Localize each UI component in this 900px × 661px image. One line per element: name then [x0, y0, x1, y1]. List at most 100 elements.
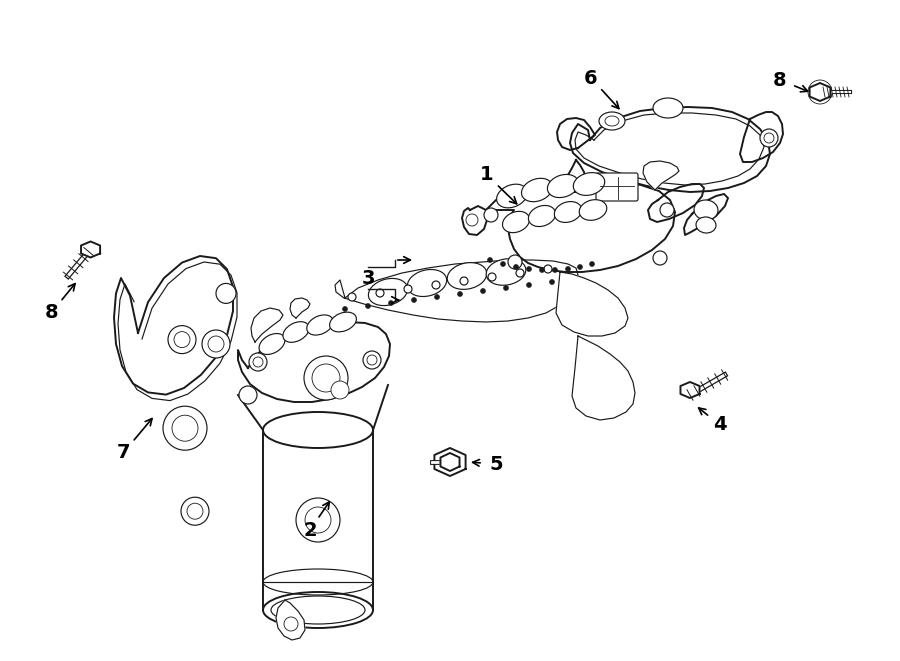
Text: 4: 4: [713, 416, 727, 434]
Circle shape: [367, 355, 377, 365]
Polygon shape: [740, 112, 783, 162]
Circle shape: [466, 214, 478, 226]
Ellipse shape: [502, 212, 529, 233]
Polygon shape: [462, 206, 487, 235]
Ellipse shape: [368, 278, 408, 305]
Polygon shape: [440, 453, 460, 471]
Circle shape: [764, 133, 774, 143]
Polygon shape: [290, 298, 310, 318]
Ellipse shape: [554, 202, 581, 223]
Circle shape: [653, 251, 667, 265]
Circle shape: [488, 258, 492, 262]
Circle shape: [163, 407, 207, 450]
Circle shape: [305, 507, 331, 533]
Polygon shape: [570, 107, 770, 192]
Ellipse shape: [696, 217, 716, 233]
Circle shape: [168, 326, 196, 354]
Circle shape: [760, 129, 778, 147]
Text: 3: 3: [361, 268, 374, 288]
Text: 2: 2: [303, 520, 317, 539]
Circle shape: [660, 203, 674, 217]
Ellipse shape: [263, 592, 373, 628]
Polygon shape: [648, 184, 704, 222]
Polygon shape: [238, 322, 390, 402]
Polygon shape: [810, 83, 831, 101]
Circle shape: [578, 264, 582, 270]
Ellipse shape: [263, 412, 373, 448]
Circle shape: [172, 415, 198, 441]
Circle shape: [488, 273, 496, 281]
Circle shape: [312, 364, 340, 392]
Circle shape: [348, 293, 356, 301]
Ellipse shape: [547, 175, 579, 198]
FancyBboxPatch shape: [596, 173, 638, 201]
Ellipse shape: [408, 270, 446, 297]
Circle shape: [249, 353, 267, 371]
Circle shape: [553, 268, 557, 272]
Circle shape: [331, 381, 349, 399]
Polygon shape: [81, 241, 100, 258]
Circle shape: [389, 301, 393, 305]
Circle shape: [544, 265, 552, 273]
Text: 6: 6: [584, 69, 598, 87]
Circle shape: [457, 292, 463, 297]
Ellipse shape: [307, 315, 333, 335]
Polygon shape: [335, 260, 578, 322]
Polygon shape: [643, 161, 679, 190]
Circle shape: [187, 503, 203, 519]
Ellipse shape: [605, 116, 619, 126]
Circle shape: [432, 281, 440, 289]
Text: 1: 1: [481, 165, 494, 184]
Ellipse shape: [521, 178, 553, 202]
Polygon shape: [251, 308, 283, 342]
Ellipse shape: [259, 334, 285, 354]
Ellipse shape: [447, 262, 487, 290]
Text: 5: 5: [490, 455, 503, 473]
Circle shape: [481, 288, 485, 293]
Circle shape: [202, 330, 230, 358]
Circle shape: [484, 208, 498, 222]
Polygon shape: [557, 118, 595, 150]
Ellipse shape: [497, 184, 527, 208]
Circle shape: [296, 498, 340, 542]
Circle shape: [216, 284, 236, 303]
Polygon shape: [680, 382, 699, 398]
Circle shape: [539, 268, 544, 272]
Circle shape: [174, 332, 190, 348]
Polygon shape: [572, 336, 635, 420]
Text: 8: 8: [773, 71, 787, 89]
Circle shape: [550, 280, 554, 284]
Ellipse shape: [486, 258, 526, 286]
Ellipse shape: [653, 98, 683, 118]
Polygon shape: [276, 600, 305, 640]
Polygon shape: [435, 448, 465, 476]
Circle shape: [343, 307, 347, 311]
Ellipse shape: [580, 200, 607, 220]
Ellipse shape: [694, 200, 718, 220]
Circle shape: [503, 286, 508, 290]
Circle shape: [526, 282, 532, 288]
Circle shape: [808, 80, 832, 104]
Polygon shape: [486, 180, 675, 272]
Text: 8: 8: [45, 303, 58, 321]
Circle shape: [500, 262, 506, 266]
Polygon shape: [556, 272, 628, 336]
Circle shape: [565, 266, 571, 272]
Circle shape: [516, 269, 524, 277]
Circle shape: [460, 277, 468, 285]
Text: 7: 7: [117, 442, 130, 461]
Circle shape: [363, 351, 381, 369]
Circle shape: [526, 266, 532, 272]
Polygon shape: [114, 256, 233, 395]
Ellipse shape: [573, 173, 605, 196]
Circle shape: [304, 356, 348, 400]
Circle shape: [514, 264, 518, 270]
Circle shape: [508, 255, 522, 269]
Circle shape: [590, 262, 595, 266]
Polygon shape: [566, 160, 586, 192]
Circle shape: [404, 285, 412, 293]
Circle shape: [253, 357, 263, 367]
Polygon shape: [684, 194, 728, 235]
Circle shape: [284, 617, 298, 631]
Ellipse shape: [528, 206, 555, 227]
